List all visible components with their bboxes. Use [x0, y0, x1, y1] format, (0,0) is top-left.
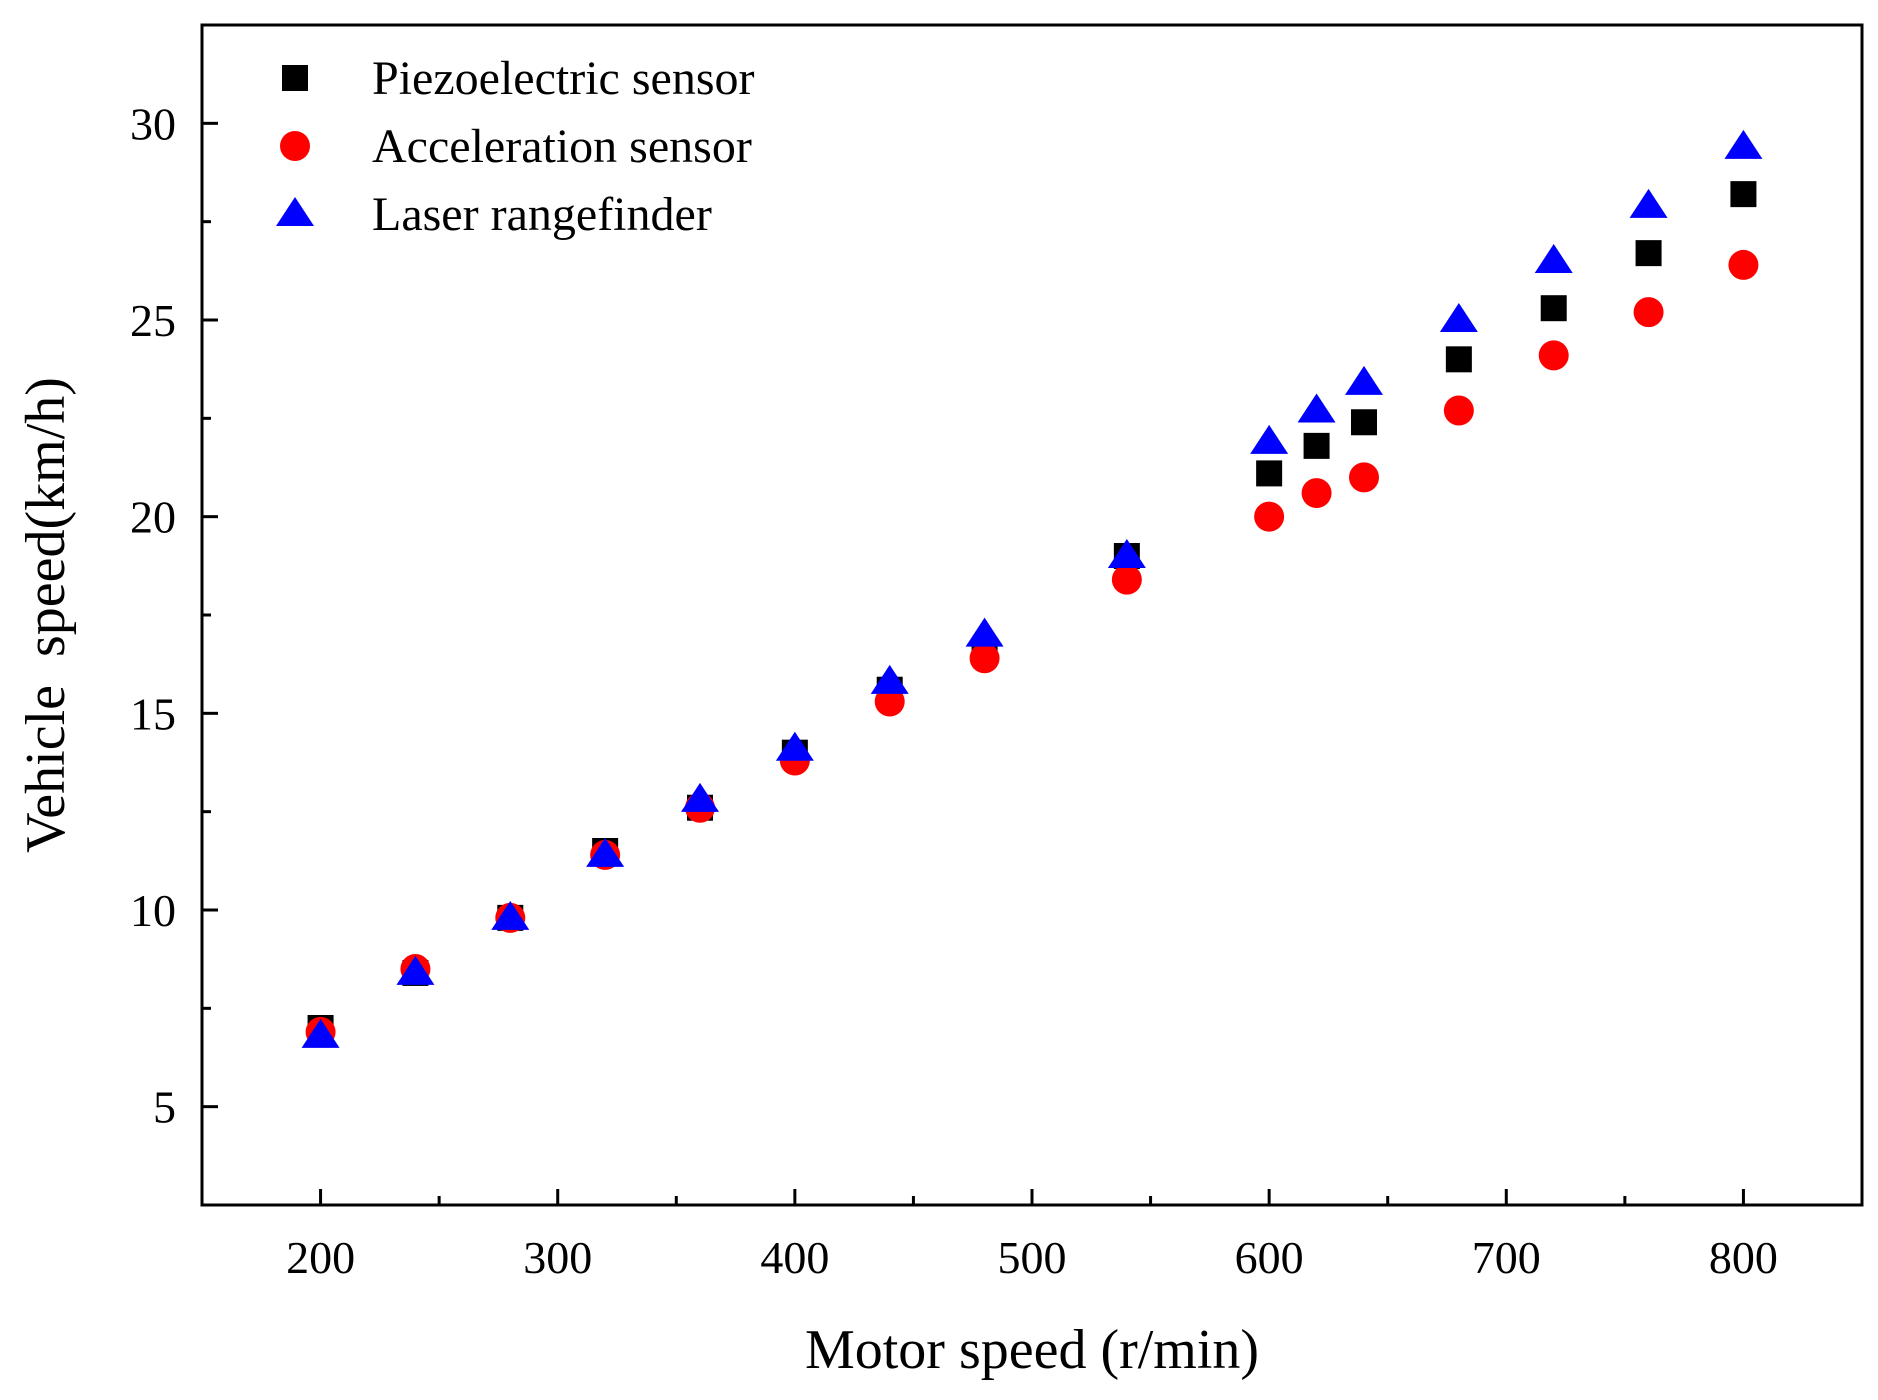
data-point-square: [1303, 432, 1330, 459]
legend-label: Laser rangefinder: [372, 188, 712, 241]
data-point-square: [1730, 181, 1757, 208]
data-point-square: [1540, 295, 1567, 322]
data-point-triangle: [301, 1018, 340, 1048]
data-point-circle: [1254, 501, 1285, 532]
y-tick-label: 5: [153, 1082, 176, 1133]
legend-marker-triangle: [276, 197, 314, 226]
data-point-triangle: [1724, 129, 1763, 159]
legend-label: Piezoelectric sensor: [372, 52, 755, 105]
data-point-triangle: [1629, 188, 1668, 218]
data-point-circle: [1443, 395, 1474, 426]
legend-marker-square: [282, 65, 308, 91]
data-point-circle: [1538, 340, 1569, 371]
y-tick-label: 30: [130, 98, 176, 149]
data-point-square: [1351, 409, 1377, 436]
y-tick-label: 25: [130, 295, 176, 346]
x-tick-label: 500: [998, 1232, 1067, 1283]
x-tick-label: 300: [523, 1232, 592, 1283]
data-point-triangle: [491, 900, 530, 930]
data-point-triangle: [1107, 539, 1146, 568]
series-triangle: [301, 129, 1763, 1048]
data-point-square: [1635, 240, 1662, 267]
data-point-triangle: [775, 731, 814, 761]
data-point-triangle: [1534, 244, 1573, 273]
data-point-triangle: [965, 617, 1004, 647]
y-tick-label: 20: [130, 492, 176, 543]
data-point-circle: [1728, 249, 1759, 280]
y-tick-label: 10: [130, 885, 176, 936]
legend-marker-circle: [280, 131, 310, 161]
data-point-circle: [969, 643, 1000, 674]
data-point-square: [1256, 460, 1283, 487]
data-point-circle: [1349, 462, 1379, 493]
x-tick-label: 600: [1235, 1232, 1304, 1283]
data-point-triangle: [1345, 365, 1383, 395]
x-axis-title: Motor speed (r/min): [805, 1319, 1259, 1381]
x-tick-label: 700: [1472, 1232, 1541, 1283]
data-point-triangle: [396, 955, 435, 985]
y-axis-title: Vehicle speed(km/h): [15, 377, 77, 853]
data-point-triangle: [870, 664, 909, 694]
data-point-square: [1445, 346, 1472, 373]
data-point-triangle: [681, 782, 719, 812]
legend-label: Acceleration sensor: [372, 120, 752, 173]
data-point-triangle: [1250, 424, 1289, 454]
x-tick-label: 800: [1709, 1232, 1778, 1283]
data-point-circle: [874, 686, 905, 717]
data-point-triangle: [1297, 393, 1336, 423]
data-point-circle: [1111, 564, 1142, 595]
data-point-circle: [1301, 478, 1332, 509]
data-point-triangle: [586, 837, 625, 867]
x-tick-label: 200: [286, 1232, 355, 1283]
y-tick-label: 15: [130, 688, 176, 739]
x-tick-label: 400: [760, 1232, 829, 1283]
data-point-circle: [1633, 297, 1664, 328]
data-point-triangle: [1439, 303, 1478, 332]
